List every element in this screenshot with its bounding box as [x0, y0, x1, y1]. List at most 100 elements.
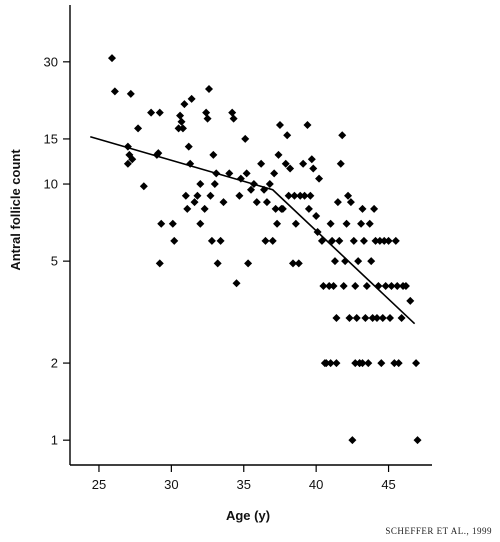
data-point: [390, 359, 399, 368]
x-tick-label: 25: [92, 477, 106, 492]
data-point: [139, 182, 148, 191]
data-point: [252, 198, 261, 207]
data-point: [371, 236, 380, 245]
data-point: [244, 259, 253, 268]
data-point: [367, 257, 376, 266]
data-point: [242, 169, 251, 178]
data-point: [348, 436, 357, 445]
data-point: [210, 180, 219, 189]
data-point: [232, 279, 241, 288]
y-ticks: 1 2 5 10 15 30: [44, 54, 70, 448]
x-tick-label: 30: [164, 477, 178, 492]
data-point: [228, 108, 237, 117]
data-point: [342, 219, 351, 228]
data-point: [193, 191, 202, 200]
data-point: [235, 191, 244, 200]
data-point: [346, 198, 355, 207]
data-point: [288, 259, 297, 268]
data-point: [200, 204, 209, 213]
data-point: [157, 219, 166, 228]
x-axis-label: Age (y): [226, 508, 270, 523]
data-point: [261, 236, 270, 245]
data-point: [393, 281, 402, 290]
data-point: [241, 134, 250, 143]
data-point: [257, 159, 266, 168]
data-point: [274, 150, 283, 159]
x-tick-label: 35: [237, 477, 251, 492]
data-point: [413, 436, 422, 445]
y-tick-label: 5: [51, 254, 58, 269]
trend-line: [90, 135, 416, 325]
data-point: [329, 281, 338, 290]
data-point: [386, 313, 395, 322]
x-tick-label: 45: [381, 477, 395, 492]
axes: [69, 5, 432, 466]
data-point: [278, 204, 287, 213]
data-point: [290, 191, 299, 200]
data-point: [291, 219, 300, 228]
data-point: [155, 259, 164, 268]
data-point: [207, 236, 216, 245]
data-point: [270, 169, 279, 178]
data-point: [304, 204, 313, 213]
data-point: [300, 191, 309, 200]
data-point: [262, 198, 271, 207]
data-point: [181, 191, 190, 200]
y-tick-label: 30: [44, 54, 58, 69]
data-point: [364, 359, 373, 368]
data-point: [268, 236, 277, 245]
data-point: [206, 191, 215, 200]
y-tick-label: 10: [44, 177, 58, 192]
data-point: [299, 159, 308, 168]
y-axis-label: Antral follicle count: [8, 149, 23, 271]
data-point: [123, 159, 132, 168]
data-point: [326, 219, 335, 228]
data-point: [359, 236, 368, 245]
data-point: [406, 296, 415, 305]
data-point: [296, 191, 305, 200]
data-point: [391, 236, 400, 245]
y-tick-label: 1: [51, 433, 58, 448]
data-point: [209, 150, 218, 159]
scatter-points: [107, 54, 422, 445]
data-point: [330, 257, 339, 266]
data-point: [196, 219, 205, 228]
data-point: [381, 281, 390, 290]
data-point: [187, 94, 196, 103]
y-tick-label: 2: [51, 356, 58, 371]
data-point: [110, 87, 119, 96]
data-point: [344, 191, 353, 200]
data-point: [247, 185, 255, 194]
data-point: [196, 180, 205, 189]
data-point: [177, 117, 186, 126]
data-point: [309, 164, 318, 173]
data-point: [338, 131, 347, 140]
data-point: [326, 359, 335, 368]
data-point: [225, 169, 234, 178]
data-point: [315, 174, 324, 183]
data-point: [358, 359, 367, 368]
x-ticks: 25 30 35 40 45: [92, 465, 396, 492]
data-point: [332, 313, 341, 322]
data-point: [368, 313, 377, 322]
y-tick-label: 15: [44, 131, 58, 146]
source-credit: SCHEFFER ET AL., 1999: [385, 526, 492, 536]
data-point: [303, 121, 312, 130]
data-point: [401, 281, 410, 290]
data-point: [351, 359, 360, 368]
data-point: [351, 281, 360, 290]
data-point: [361, 313, 370, 322]
data-point: [365, 219, 374, 228]
data-point: [354, 257, 363, 266]
data-point: [352, 313, 361, 322]
data-point: [203, 114, 212, 123]
data-point: [281, 159, 290, 168]
data-point: [294, 259, 303, 268]
data-point: [333, 198, 342, 207]
data-point: [335, 236, 344, 245]
data-point: [183, 204, 192, 213]
data-point: [286, 164, 295, 173]
data-point: [205, 84, 214, 93]
data-point: [275, 121, 284, 130]
data-point: [397, 313, 406, 322]
